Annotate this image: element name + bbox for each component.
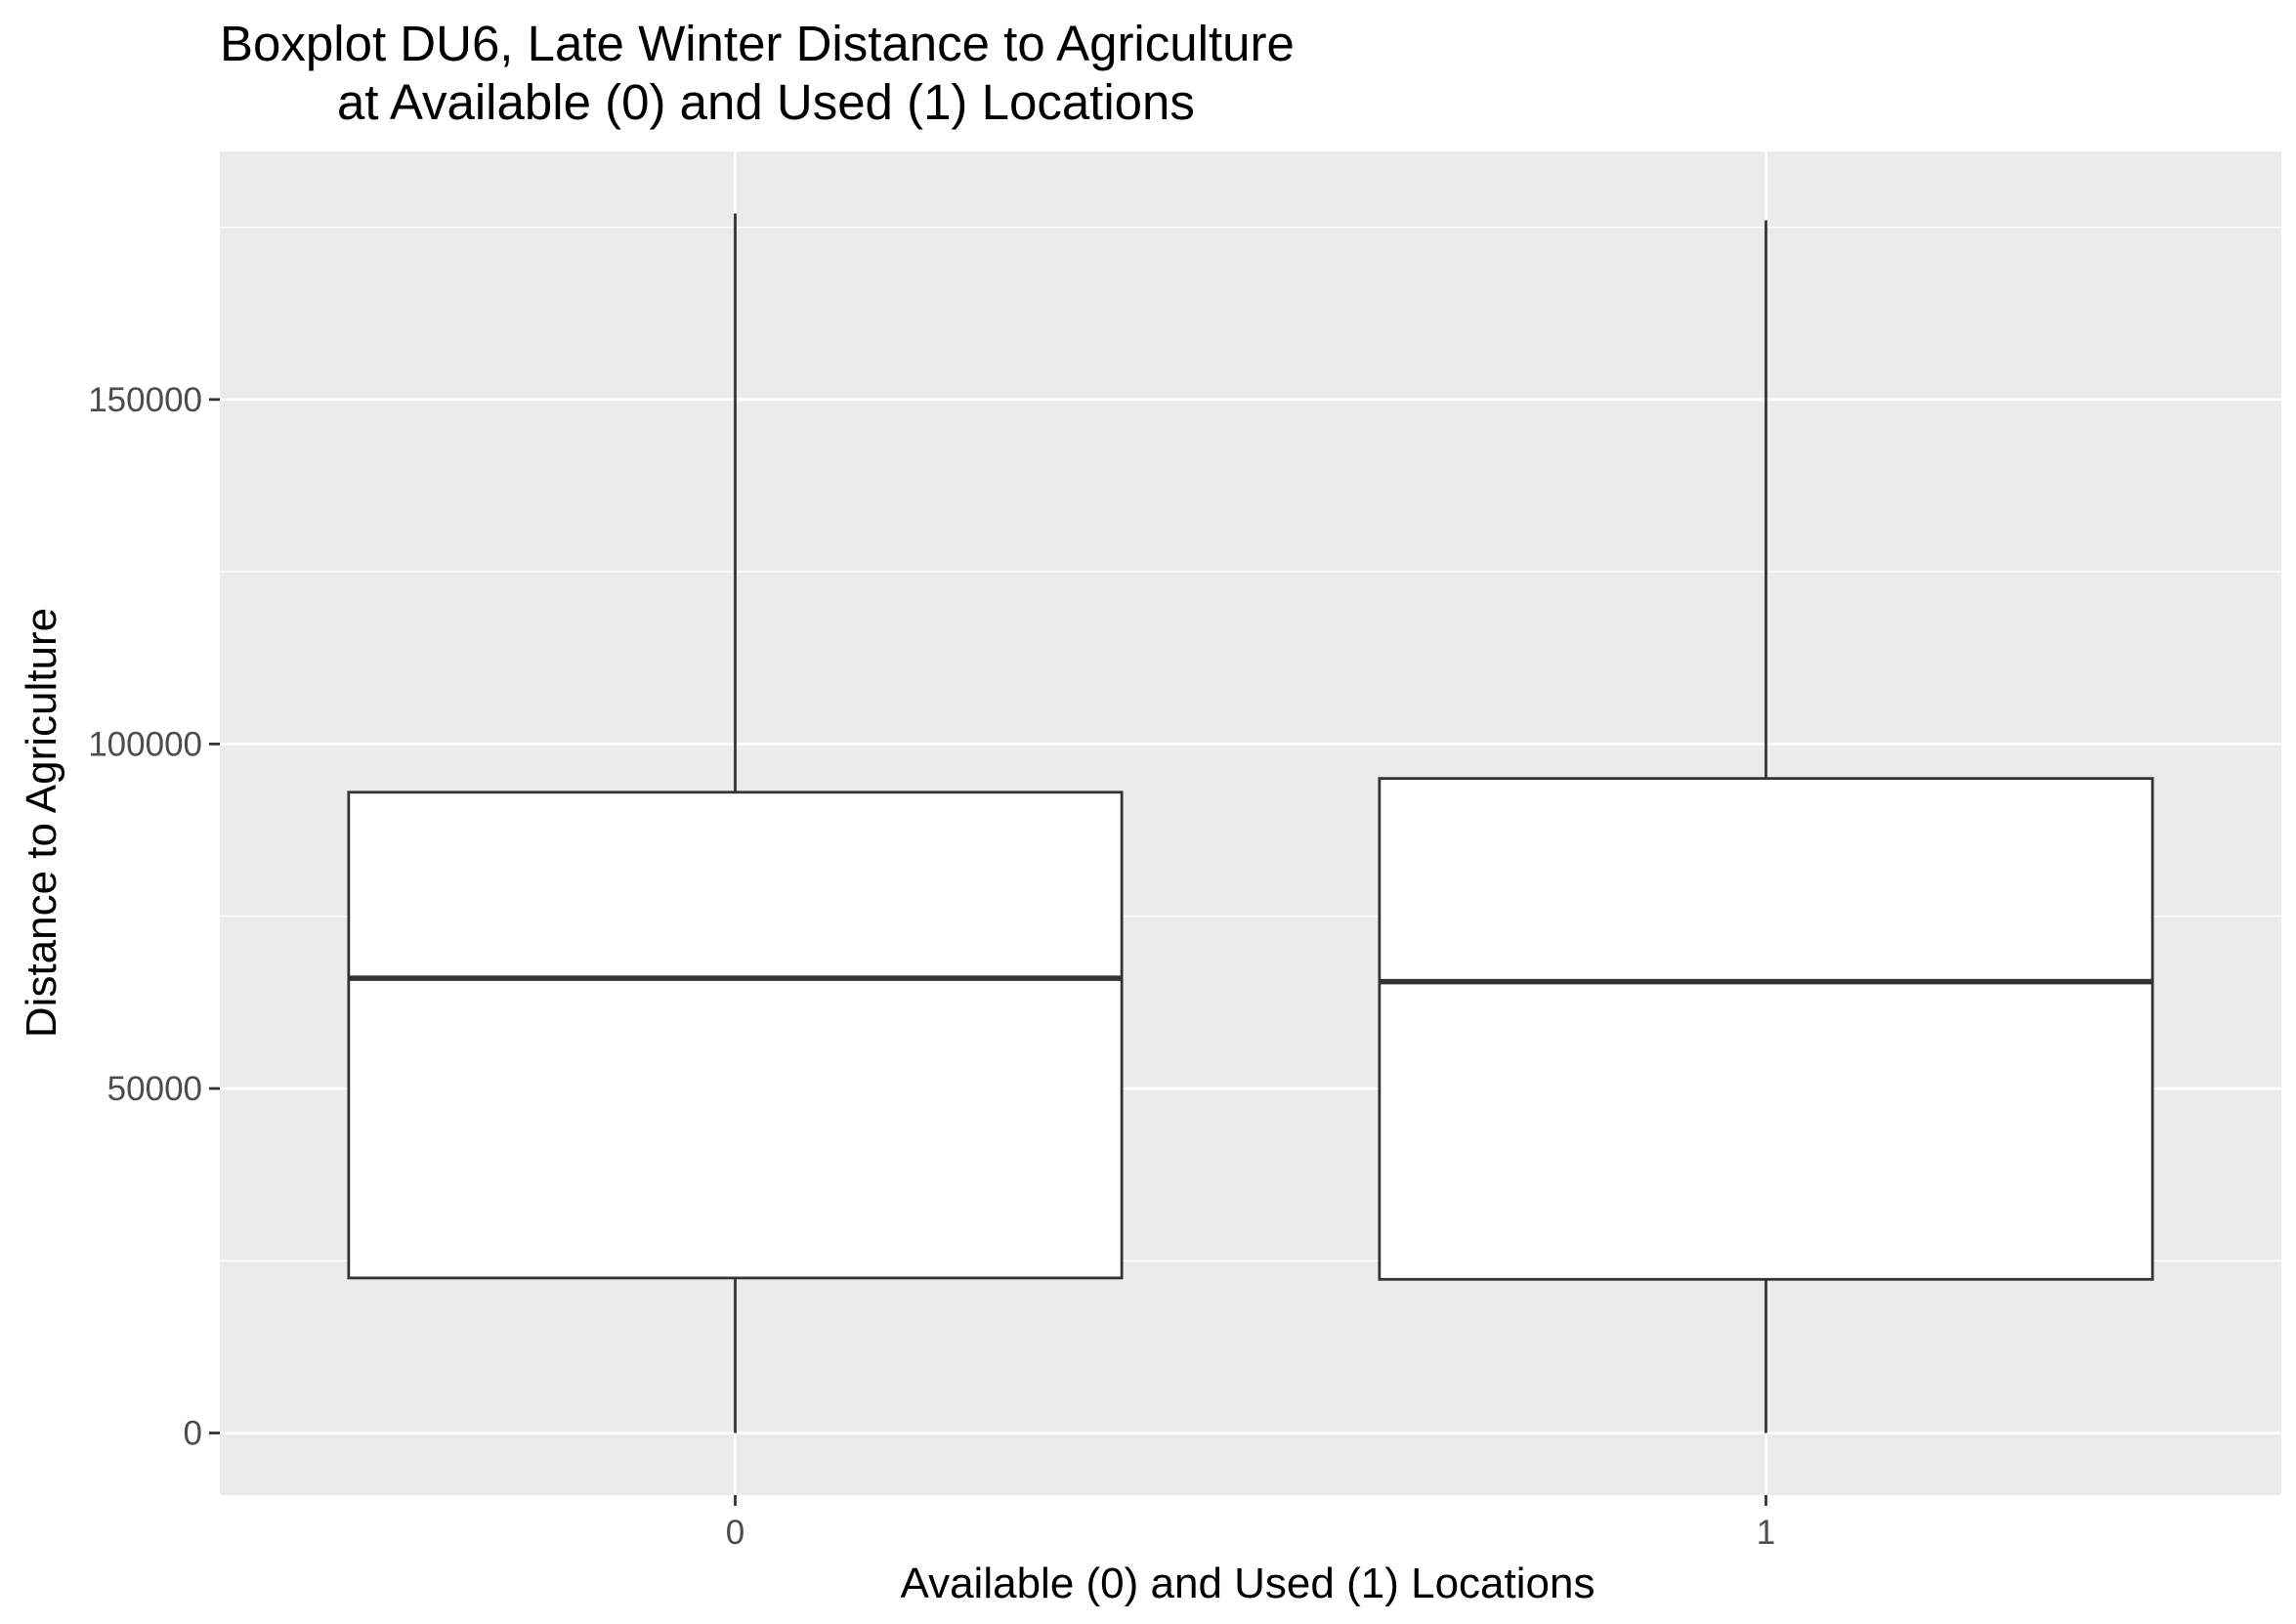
boxes [347, 213, 2154, 1433]
box-iqr [347, 791, 1124, 1280]
x-tick-label: 0 [726, 1514, 744, 1552]
y-tick-label: 100000 [88, 725, 202, 763]
y-axis: 0 50000 100000 150000 [88, 381, 220, 1453]
x-tick-label: 1 [1757, 1514, 1775, 1552]
y-tick-label: 0 [184, 1415, 202, 1453]
box-group-1 [1378, 220, 2154, 1433]
chart-title-line-1: Boxplot DU6, Late Winter Distance to Agr… [220, 16, 1295, 71]
y-tick-label: 150000 [88, 381, 202, 419]
y-tick-label: 50000 [107, 1070, 202, 1108]
x-axis-title: Available (0) and Used (1) Locations [901, 1560, 1595, 1607]
box-iqr [1378, 777, 2154, 1281]
y-axis-title: Distance to Agriculture [18, 608, 65, 1038]
box-group-0 [347, 213, 1124, 1433]
chart-title-line-2: at Available (0) and Used (1) Locations [337, 74, 1195, 130]
